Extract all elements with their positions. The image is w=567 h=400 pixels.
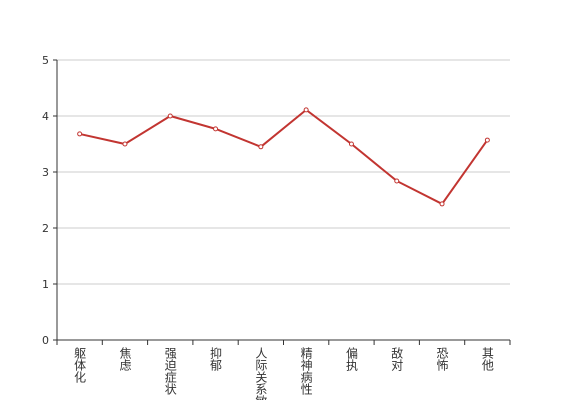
point [303, 107, 309, 113]
y-tick-label: 4 [42, 110, 49, 123]
point [122, 141, 128, 147]
point [348, 141, 354, 147]
x-tick-label: 人际关系敏感 [254, 347, 268, 400]
line [79, 108, 489, 206]
point [394, 178, 400, 184]
x-tick-label: 抑郁 [209, 346, 223, 372]
y-tick-label: 5 [42, 54, 49, 67]
point [439, 201, 445, 207]
point [484, 137, 490, 143]
point [77, 131, 83, 137]
y-tick-label: 1 [42, 278, 49, 291]
y-tick-label: 3 [42, 166, 49, 179]
x-tick-label: 其他 [480, 347, 494, 371]
x-tick-label: 精神病性 [299, 347, 313, 396]
x-tick-label: 偏执 [344, 346, 358, 372]
point [213, 126, 219, 132]
point [258, 144, 264, 150]
x-tick-label: 敌对 [390, 346, 404, 371]
x-tick-label: 焦虑 [118, 347, 132, 371]
y-tick-label: 0 [42, 334, 49, 347]
x-tick-label: 恐怖 [435, 347, 449, 371]
x-tick-label: 躯体化 [73, 346, 87, 384]
y-tick-label: 2 [42, 222, 49, 235]
x-tick-label: 强迫症状 [163, 347, 177, 395]
point [167, 113, 173, 119]
